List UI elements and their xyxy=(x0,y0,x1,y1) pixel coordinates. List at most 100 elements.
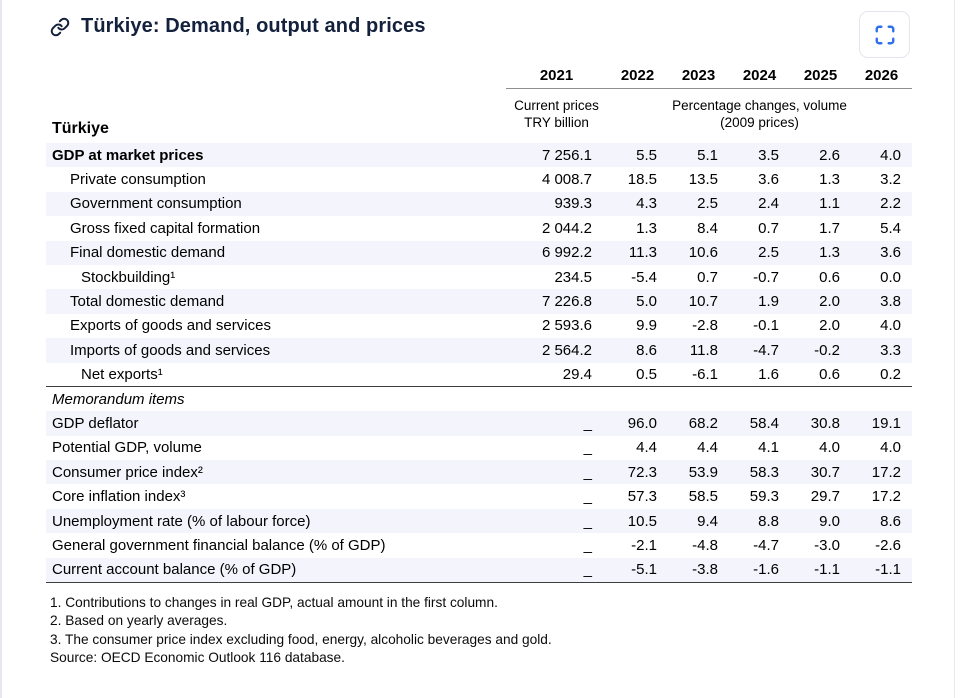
country-label: Türkiye xyxy=(52,120,109,137)
cell-2022: 9.9 xyxy=(636,317,657,335)
year-header-2025: 2025 xyxy=(790,65,851,89)
cell-2022: 5.5 xyxy=(636,146,657,164)
footnote-2: 2. Based on yearly averages. xyxy=(50,613,228,629)
cell-2026: 3.2 xyxy=(880,171,901,189)
row-label: Government consumption xyxy=(70,195,242,213)
cell-2024: 2.4 xyxy=(758,195,779,213)
cell-2023 xyxy=(668,387,729,411)
year-header-2023: 2023 xyxy=(668,65,729,89)
percentage-changes-subheader: Percentage changes, volume (2009 prices) xyxy=(672,98,847,130)
current-prices-subheader: Current prices TRY billion xyxy=(514,98,599,130)
page-title: Türkiye: Demand, output and prices xyxy=(81,15,426,37)
cell-2021: _ xyxy=(506,557,607,583)
fullscreen-button[interactable] xyxy=(859,11,910,58)
cell-2023: 0.7 xyxy=(697,268,718,286)
cell-2025: 30.7 xyxy=(810,463,840,481)
row-label: Stockbuilding¹ xyxy=(81,268,176,286)
cell-2021: 2 593.6 xyxy=(541,317,592,335)
table-row: GDP at market prices 7 256.1 5.5 5.1 3.5… xyxy=(46,143,912,168)
right-divider xyxy=(954,0,955,698)
row-label: GDP at market prices xyxy=(52,146,204,164)
row-label: Potential GDP, volume xyxy=(52,439,202,457)
footnote-source: Source: OECD Economic Outlook 116 databa… xyxy=(50,650,345,666)
table-row: Memorandum items xyxy=(46,387,912,411)
row-label: Net exports¹ xyxy=(81,365,163,383)
cell-2023: 10.6 xyxy=(688,244,718,262)
cell-2025: 1.7 xyxy=(819,219,840,237)
table-row: Final domestic demand 6 992.2 11.3 10.6 … xyxy=(46,240,912,265)
cell-2023: 68.2 xyxy=(688,414,718,432)
table-row: General government financial balance (% … xyxy=(46,533,912,557)
cell-2023: -6.1 xyxy=(668,362,729,388)
cell-2024: -0.7 xyxy=(753,268,779,286)
table-row: Stockbuilding¹ 234.5 -5.4 0.7 -0.7 0.6 0… xyxy=(46,265,912,289)
cell-2023: 8.4 xyxy=(697,219,718,237)
cell-2024: 8.8 xyxy=(758,512,779,530)
cell-2025 xyxy=(790,387,851,411)
cell-2025: 9.0 xyxy=(819,512,840,530)
cell-2026: 4.0 xyxy=(880,317,901,335)
cell-2025: 1.3 xyxy=(819,244,840,262)
cell-2024 xyxy=(729,387,790,411)
cell-2021: _ xyxy=(583,512,592,530)
cell-2023: -3.8 xyxy=(668,557,729,583)
cell-2021: 2 564.2 xyxy=(541,341,592,359)
table-row: Net exports¹ 29.4 0.5 -6.1 1.6 0.6 0.2 xyxy=(46,362,912,388)
cell-2022: 96.0 xyxy=(627,414,657,432)
country-label-cell: Türkiye xyxy=(46,89,506,144)
cell-2023: 13.5 xyxy=(688,171,718,189)
cell-2023: 9.4 xyxy=(697,512,718,530)
row-label: Core inflation index³ xyxy=(52,488,186,506)
cell-2024: 59.3 xyxy=(749,488,779,506)
cell-2024: 1.9 xyxy=(758,293,779,311)
row-label: Gross fixed capital formation xyxy=(70,219,261,237)
cell-2023: 58.5 xyxy=(688,488,718,506)
cell-2022: 57.3 xyxy=(627,488,657,506)
row-label: GDP deflator xyxy=(52,414,139,432)
cell-2026: 0.2 xyxy=(851,362,912,388)
data-table: 2021 2022 2023 2024 2025 2026 Türkiye Cu… xyxy=(46,65,912,583)
cell-2025: 2.6 xyxy=(819,146,840,164)
cell-2024: 58.4 xyxy=(749,414,779,432)
cell-2023: -4.8 xyxy=(692,536,718,554)
cell-2022: 0.5 xyxy=(607,362,668,388)
cell-2021: _ xyxy=(583,536,592,554)
footnote-1: 1. Contributions to changes in real GDP,… xyxy=(50,594,498,610)
cell-2022: -2.1 xyxy=(631,536,657,554)
cell-2025: -3.0 xyxy=(814,536,840,554)
table-row: Imports of goods and services 2 564.2 8.… xyxy=(46,338,912,363)
cell-2026: -1.1 xyxy=(851,557,912,583)
cell-2026: 5.4 xyxy=(880,219,901,237)
cell-2026: 3.6 xyxy=(880,244,901,262)
cell-2021: _ xyxy=(583,414,592,432)
cell-2024: 1.6 xyxy=(729,362,790,388)
cell-2021: 7 256.1 xyxy=(541,146,592,164)
year-header-2024: 2024 xyxy=(729,65,790,89)
label-column-header xyxy=(46,65,506,89)
cell-2023: 53.9 xyxy=(688,463,718,481)
cell-2023: 11.8 xyxy=(689,341,718,359)
cell-2022: 72.3 xyxy=(627,463,657,481)
cell-2025: 29.7 xyxy=(810,488,840,506)
cell-2021: 2 044.2 xyxy=(541,219,592,237)
cell-2021: 4 008.7 xyxy=(541,171,592,189)
cell-2026: 3.3 xyxy=(880,341,901,359)
cell-2026: 0.0 xyxy=(880,268,901,286)
cell-2025: 2.0 xyxy=(819,317,840,335)
cell-2023: 10.7 xyxy=(688,293,718,311)
cell-2022: -5.1 xyxy=(607,557,668,583)
cell-2025: -1.1 xyxy=(790,557,851,583)
table-row: Unemployment rate (% of labour force) _ … xyxy=(46,508,912,534)
link-icon[interactable] xyxy=(50,17,70,37)
cell-2021: 6 992.2 xyxy=(541,244,592,262)
cell-2024: 2.5 xyxy=(758,244,779,262)
cell-2022: 11.3 xyxy=(628,244,657,262)
cell-2022: 10.5 xyxy=(627,512,657,530)
cell-2021: 29.4 xyxy=(506,362,607,388)
cell-2022 xyxy=(607,387,668,411)
subheader-row: Türkiye Current prices TRY billion Perce… xyxy=(46,89,912,144)
row-label: Private consumption xyxy=(70,171,206,189)
cell-2025: 0.6 xyxy=(819,268,840,286)
table-row: Potential GDP, volume _ 4.4 4.4 4.1 4.0 … xyxy=(46,436,912,460)
cell-2024: 58.3 xyxy=(749,463,779,481)
